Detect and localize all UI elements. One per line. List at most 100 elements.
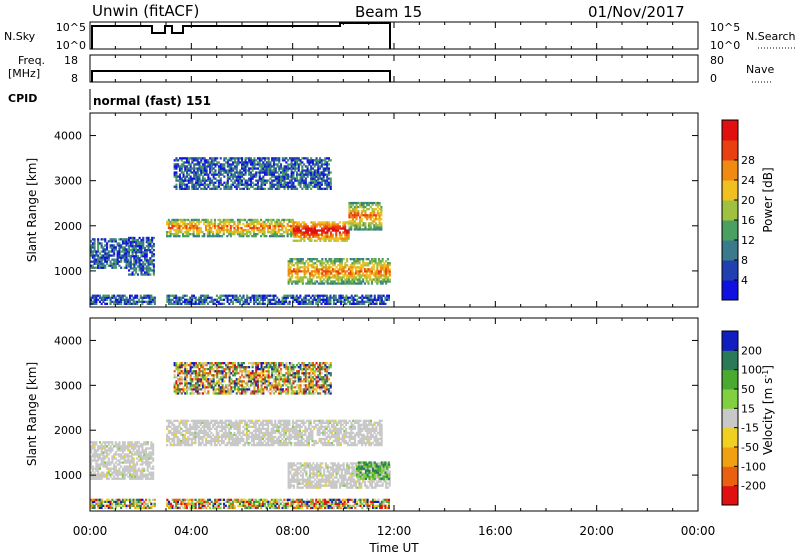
heatmap-cell bbox=[292, 184, 294, 186]
heatmap-cell bbox=[318, 272, 320, 274]
heatmap-cell bbox=[99, 441, 101, 443]
heatmap-cell bbox=[292, 436, 294, 438]
heatmap-cell bbox=[135, 269, 137, 271]
heatmap-cell bbox=[292, 432, 294, 434]
heatmap-cell bbox=[133, 247, 135, 249]
heatmap-cell bbox=[214, 219, 216, 221]
heatmap-cell bbox=[346, 276, 348, 278]
heatmap-cell bbox=[364, 206, 366, 208]
heatmap-cell bbox=[266, 157, 268, 159]
heatmap-cell bbox=[193, 420, 195, 422]
heatmap-cell bbox=[193, 221, 195, 223]
heatmap-cell bbox=[132, 245, 134, 247]
heatmap-cell bbox=[110, 476, 112, 478]
heatmap-cell bbox=[280, 424, 282, 426]
heatmap-cell bbox=[381, 295, 383, 297]
heatmap-cell bbox=[334, 268, 336, 270]
heatmap-cell bbox=[346, 240, 348, 242]
heatmap-cell bbox=[219, 440, 221, 442]
heatmap-cell bbox=[230, 163, 232, 165]
heatmap-cell bbox=[175, 171, 177, 173]
heatmap-cell bbox=[139, 257, 141, 259]
heatmap-cell bbox=[127, 468, 129, 470]
heatmap-cell bbox=[177, 440, 179, 442]
heatmap-cell bbox=[306, 436, 308, 438]
heatmap-cell bbox=[271, 219, 273, 221]
heatmap-cell bbox=[344, 231, 346, 233]
heatmap-cell bbox=[363, 204, 365, 206]
heatmap-cell bbox=[257, 161, 259, 163]
heatmap-cell bbox=[354, 220, 356, 222]
heatmap-cell bbox=[375, 280, 377, 282]
heatmap-cell bbox=[275, 184, 277, 186]
heatmap-cell bbox=[360, 264, 362, 266]
heatmap-cell bbox=[126, 265, 128, 267]
heatmap-cell bbox=[351, 276, 353, 278]
heatmap-cell bbox=[278, 444, 280, 446]
heatmap-cell bbox=[228, 223, 230, 225]
heatmap-cell bbox=[259, 169, 261, 171]
heatmap-cell bbox=[326, 438, 328, 440]
heatmap-cell bbox=[342, 225, 344, 227]
heatmap-cell bbox=[278, 169, 280, 171]
heatmap-cell bbox=[111, 478, 113, 480]
heatmap-cell bbox=[323, 176, 325, 178]
heatmap-cell bbox=[353, 262, 355, 264]
heatmap-cell bbox=[278, 180, 280, 182]
heatmap-cell bbox=[356, 206, 358, 208]
heatmap-cell bbox=[151, 251, 153, 253]
heatmap-cell bbox=[214, 225, 216, 227]
heatmap-cell bbox=[136, 441, 138, 443]
heatmap-cell bbox=[126, 267, 128, 269]
heatmap-cell bbox=[141, 470, 143, 472]
heatmap-cell bbox=[140, 453, 142, 455]
heatmap-cell bbox=[131, 461, 133, 463]
heatmap-cell bbox=[248, 229, 250, 231]
heatmap-cell bbox=[333, 430, 335, 432]
heatmap-cell bbox=[324, 299, 326, 301]
heatmap-cell bbox=[147, 478, 149, 480]
heatmap-cell bbox=[198, 444, 200, 446]
heatmap-cell bbox=[213, 182, 215, 184]
heatmap-cell bbox=[271, 299, 273, 301]
heatmap-cell bbox=[318, 238, 320, 240]
heatmap-cell bbox=[203, 422, 205, 424]
heatmap-cell bbox=[291, 171, 293, 173]
heatmap-cell bbox=[379, 220, 381, 222]
heatmap-cell bbox=[242, 235, 244, 237]
heatmap-cell bbox=[244, 299, 246, 301]
heatmap-cell bbox=[225, 186, 227, 188]
heatmap-cell bbox=[242, 426, 244, 428]
heatmap-cell bbox=[239, 227, 241, 229]
heatmap-cell bbox=[370, 226, 372, 228]
heatmap-cell bbox=[354, 212, 356, 214]
heatmap-cell bbox=[183, 163, 185, 165]
heatmap-cell bbox=[143, 297, 145, 299]
heatmap-cell bbox=[380, 268, 382, 270]
heatmap-cell bbox=[195, 176, 197, 178]
heatmap-cell bbox=[106, 445, 108, 447]
heatmap-cell bbox=[239, 174, 241, 176]
heatmap-cell bbox=[187, 219, 189, 221]
heatmap-cell bbox=[307, 176, 309, 178]
heatmap-cell bbox=[364, 282, 366, 284]
heatmap-cell bbox=[150, 468, 152, 470]
heatmap-cell bbox=[140, 295, 142, 297]
heatmap-cell bbox=[149, 245, 151, 247]
heatmap-cell bbox=[294, 221, 296, 223]
heatmap-cell bbox=[149, 251, 151, 253]
heatmap-cell bbox=[260, 422, 262, 424]
heatmap-cell bbox=[264, 434, 266, 436]
heatmap-cell bbox=[225, 426, 227, 428]
heatmap-cell bbox=[326, 436, 328, 438]
heatmap-cell bbox=[149, 243, 151, 245]
heatmap-cell bbox=[244, 420, 246, 422]
heatmap-cell bbox=[257, 182, 259, 184]
heatmap-cell bbox=[287, 174, 289, 176]
date-title: 01/Nov/2017 bbox=[588, 3, 685, 21]
heatmap-cell bbox=[267, 227, 269, 229]
heatmap-cell bbox=[333, 301, 335, 303]
heatmap-cell bbox=[220, 157, 222, 159]
heatmap-cell bbox=[184, 221, 186, 223]
heatmap-cell bbox=[124, 457, 126, 459]
